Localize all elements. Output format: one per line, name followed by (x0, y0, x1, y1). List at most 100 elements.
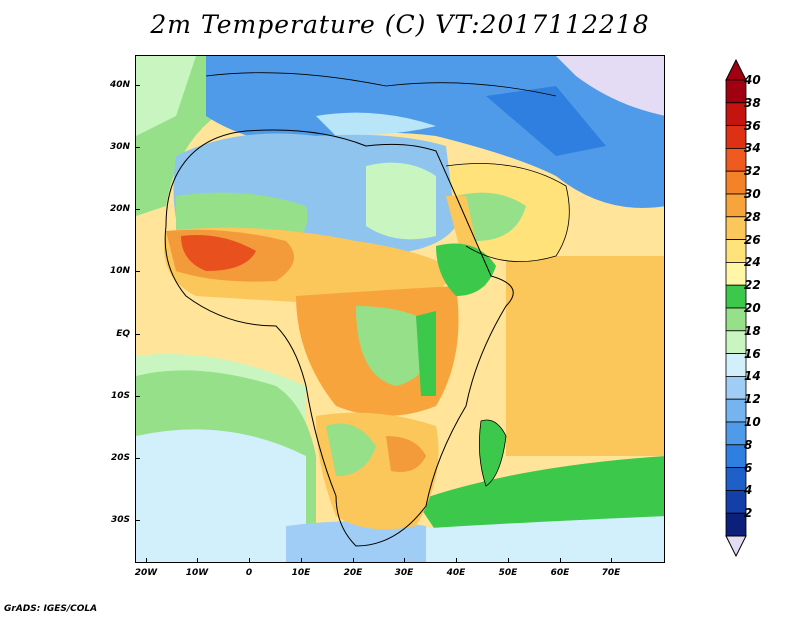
colorbar-level-label: 18 (744, 323, 761, 338)
lon-tick (146, 558, 147, 563)
anatolia-iran-cold (486, 86, 606, 156)
lon-label: 70E (601, 568, 621, 578)
arabia-coastline (445, 163, 570, 262)
temperature-field (136, 56, 664, 562)
indian-ocean-warm (506, 256, 664, 456)
lat-label: 30N (109, 142, 130, 152)
colorbar-cell (725, 398, 747, 423)
lon-label: 10E (291, 568, 311, 578)
africa-coastline (164, 129, 514, 547)
colorbar-level-label: 32 (744, 164, 761, 179)
lon-tick (611, 558, 612, 563)
colorbar-cell (725, 216, 747, 241)
southern-ocean-band (416, 456, 664, 531)
colorbar-cell (725, 330, 747, 354)
lon-label: 30E (394, 568, 414, 578)
colorbar-cell (725, 353, 747, 377)
colorbar-level-label: 12 (744, 392, 761, 407)
colorbar-level-label: 30 (744, 187, 761, 201)
lon-tick (456, 558, 457, 563)
lon-tick (508, 558, 509, 563)
lat-tick (135, 458, 140, 459)
lon-label: 20E (343, 568, 363, 578)
lat-label: 20S (110, 453, 130, 463)
madagascar (479, 420, 506, 486)
lon-label: 20W (134, 568, 158, 578)
mediterranean (316, 112, 436, 136)
colorbar-cell (725, 284, 747, 309)
colorbar-level-label: 6 (744, 460, 753, 475)
colorbar-over-arrow (725, 58, 747, 81)
great-lakes (416, 311, 436, 396)
lat-label: 10N (109, 266, 130, 276)
colorbar-cell (725, 421, 747, 446)
lon-tick (560, 558, 561, 563)
colorbar-cell (725, 125, 747, 149)
south-atlantic-cold (136, 429, 306, 562)
colorbar-level-label: 38 (744, 95, 761, 110)
colorbar-level-label: 34 (744, 141, 761, 156)
lat-tick (135, 520, 140, 521)
lat-label: EQ (116, 329, 130, 339)
lat-label: 30S (110, 515, 130, 525)
lon-label: 50E (498, 568, 518, 578)
colorbar-cell (725, 261, 747, 286)
congo-basin (356, 306, 436, 386)
lat-tick (135, 396, 140, 397)
colorbar-level-label: 26 (744, 232, 761, 247)
colorbar-cell (725, 489, 747, 514)
grads-credit: GrADS: IGES/COLA (4, 604, 98, 614)
colorbar-level-label: 8 (744, 437, 753, 452)
lon-tick (404, 558, 405, 563)
colorbar-level-label: 16 (744, 346, 761, 361)
lon-label: 60E (550, 568, 570, 578)
colorbar-level-label: 14 (744, 369, 761, 384)
colorbar-level-label: 2 (744, 506, 753, 521)
colorbar-level-label: 20 (744, 301, 761, 315)
colorbar-level-label: 28 (744, 209, 761, 224)
lat-label: 20N (109, 204, 130, 214)
zambezi-hot (386, 436, 426, 472)
colorbar-cell (725, 375, 747, 400)
colorbar-cell (725, 307, 747, 332)
lon-label: 40E (446, 568, 466, 578)
namibia (326, 423, 376, 476)
lon-tick (249, 558, 250, 563)
libya-egypt (366, 162, 436, 240)
ethiopian-highlands (436, 243, 496, 296)
colorbar-level-label: 36 (744, 118, 761, 133)
colorbar-level-label: 40 (744, 73, 761, 87)
madagascar-coastline (478, 419, 507, 487)
colorbar-cell (725, 193, 747, 218)
lon-label: 0 (245, 568, 253, 578)
arabia-interior (456, 192, 526, 241)
colorbar-cell (725, 512, 747, 537)
lat-tick (135, 85, 140, 86)
temperature-map (135, 55, 665, 563)
colorbar-level-label: 22 (744, 278, 761, 293)
colorbar-level-label: 10 (744, 415, 761, 429)
caucasus-coldest (556, 56, 664, 116)
north-atlantic-cool (136, 56, 196, 136)
lat-tick (135, 334, 140, 335)
hot-core (181, 235, 256, 271)
europe-coastline (205, 72, 557, 97)
lat-label: 10S (110, 391, 130, 401)
colorbar-cell (725, 148, 747, 172)
colorbar-cell (725, 102, 747, 126)
lon-tick (353, 558, 354, 563)
lat-tick (135, 271, 140, 272)
colorbar-cell (725, 239, 747, 263)
lat-tick (135, 209, 140, 210)
colorbar-cell (725, 170, 747, 195)
lat-label: 40N (109, 80, 130, 90)
colorbar-under-arrow (725, 535, 747, 558)
lon-tick (301, 558, 302, 563)
lon-tick (197, 558, 198, 563)
colorbar-cell (725, 444, 747, 468)
colorbar-cell (725, 79, 747, 104)
colorbar-level-label: 4 (744, 483, 753, 498)
colorbar-level-label: 24 (744, 255, 761, 270)
map-title: 2m Temperature (C) VT:2017112218 (150, 10, 650, 39)
lat-tick (135, 147, 140, 148)
